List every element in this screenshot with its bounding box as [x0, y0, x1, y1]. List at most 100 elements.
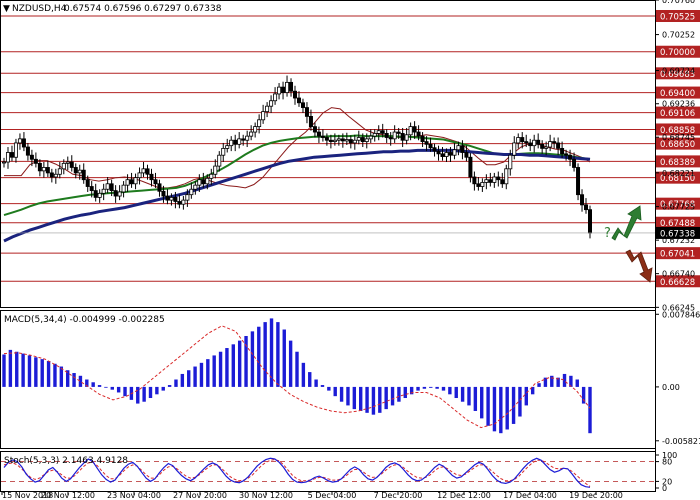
candle-body — [9, 152, 14, 158]
candle-body — [149, 173, 154, 181]
candle-body — [45, 167, 50, 174]
candle — [404, 127, 409, 145]
candle — [41, 162, 46, 178]
stoch-tick-label: 20 — [662, 477, 672, 486]
candle-body — [89, 186, 94, 191]
macd-bar — [460, 386, 465, 402]
candle-body — [476, 183, 481, 187]
candle — [412, 121, 417, 139]
level-tag — [656, 171, 700, 184]
candle-body — [281, 86, 286, 93]
candle-body — [504, 168, 509, 185]
candle-body — [105, 183, 110, 190]
candle-body — [117, 191, 122, 197]
candle-body — [265, 105, 270, 113]
candle-body — [588, 209, 593, 234]
time-tick-label: 17 Dec 04:00 — [503, 491, 557, 500]
candle — [201, 172, 206, 188]
macd-bar — [78, 375, 83, 387]
stoch-panel[interactable] — [0, 451, 656, 492]
candle — [436, 145, 441, 161]
candle — [556, 137, 561, 156]
level-tag — [656, 275, 700, 288]
candle-body — [285, 81, 290, 93]
candle-body — [448, 152, 453, 156]
candle — [17, 133, 22, 150]
candle — [348, 135, 353, 149]
candle-body — [221, 147, 226, 156]
candle-body — [233, 139, 238, 145]
candle-body — [296, 97, 301, 104]
candle-body — [109, 183, 114, 191]
candle — [125, 174, 130, 192]
candle-body — [564, 153, 569, 156]
macd-bar — [339, 386, 344, 402]
candle — [400, 127, 405, 148]
candle — [524, 134, 529, 148]
price-tick-label: 0.70760 — [662, 0, 695, 5]
candle-body — [444, 152, 449, 157]
candle — [548, 134, 553, 152]
level-label: 0.69106 — [660, 109, 695, 119]
candle — [37, 159, 42, 177]
level-tag — [656, 45, 700, 58]
candle-body — [273, 93, 278, 102]
level-label: 0.68389 — [660, 158, 695, 168]
candle — [205, 174, 210, 190]
level-tag — [656, 247, 700, 260]
macd-bar — [142, 386, 146, 402]
level-label: 0.70000 — [660, 48, 695, 58]
macd-bar — [537, 383, 541, 387]
candle — [532, 134, 537, 153]
macd-title: MACD(5,34,4) -0.004999 -0.002285 — [4, 315, 165, 325]
question-mark-icon: ? — [604, 226, 611, 241]
candle — [93, 183, 98, 202]
candle-body — [340, 138, 345, 142]
level-tag — [656, 9, 700, 22]
candle-body — [336, 138, 341, 141]
candle-body — [249, 131, 254, 137]
candle — [512, 136, 517, 160]
candle-body — [380, 130, 385, 134]
macd-bar — [97, 385, 102, 387]
price-tick-label: 0.66245 — [662, 303, 695, 312]
macd-tick-label: 0.007846 — [662, 310, 700, 319]
macd-bar — [308, 372, 312, 387]
candle — [408, 122, 413, 141]
candle — [285, 75, 290, 97]
candle — [432, 143, 437, 157]
macd-bar — [250, 331, 255, 387]
candle-body — [496, 176, 501, 181]
macd-tick-label: 0.00 — [662, 383, 680, 392]
macd-bar — [435, 386, 439, 389]
macd-bar — [581, 386, 586, 404]
macd-bar — [8, 349, 13, 387]
candle — [165, 189, 170, 205]
candle-body — [57, 168, 62, 175]
candle-body — [480, 182, 485, 187]
macd-bar — [486, 386, 490, 426]
candle — [584, 198, 589, 214]
candle-body — [460, 145, 465, 153]
macd-bar — [403, 386, 407, 399]
candle — [21, 132, 26, 152]
candle — [392, 125, 397, 143]
candle — [257, 114, 262, 134]
candle-body — [49, 172, 54, 178]
macd-bar — [46, 360, 51, 387]
candle — [468, 153, 473, 183]
candle-body — [416, 131, 421, 137]
candle — [312, 122, 317, 138]
candle-body — [137, 172, 142, 179]
candle-body — [368, 135, 373, 140]
macd-bar — [15, 351, 19, 387]
candle — [113, 185, 118, 203]
candle-body — [257, 119, 262, 128]
level-label: 0.67768 — [660, 200, 695, 210]
candle — [253, 122, 258, 138]
candle-body — [73, 167, 78, 174]
macd-bar — [237, 340, 242, 387]
macd-bar — [358, 386, 363, 411]
